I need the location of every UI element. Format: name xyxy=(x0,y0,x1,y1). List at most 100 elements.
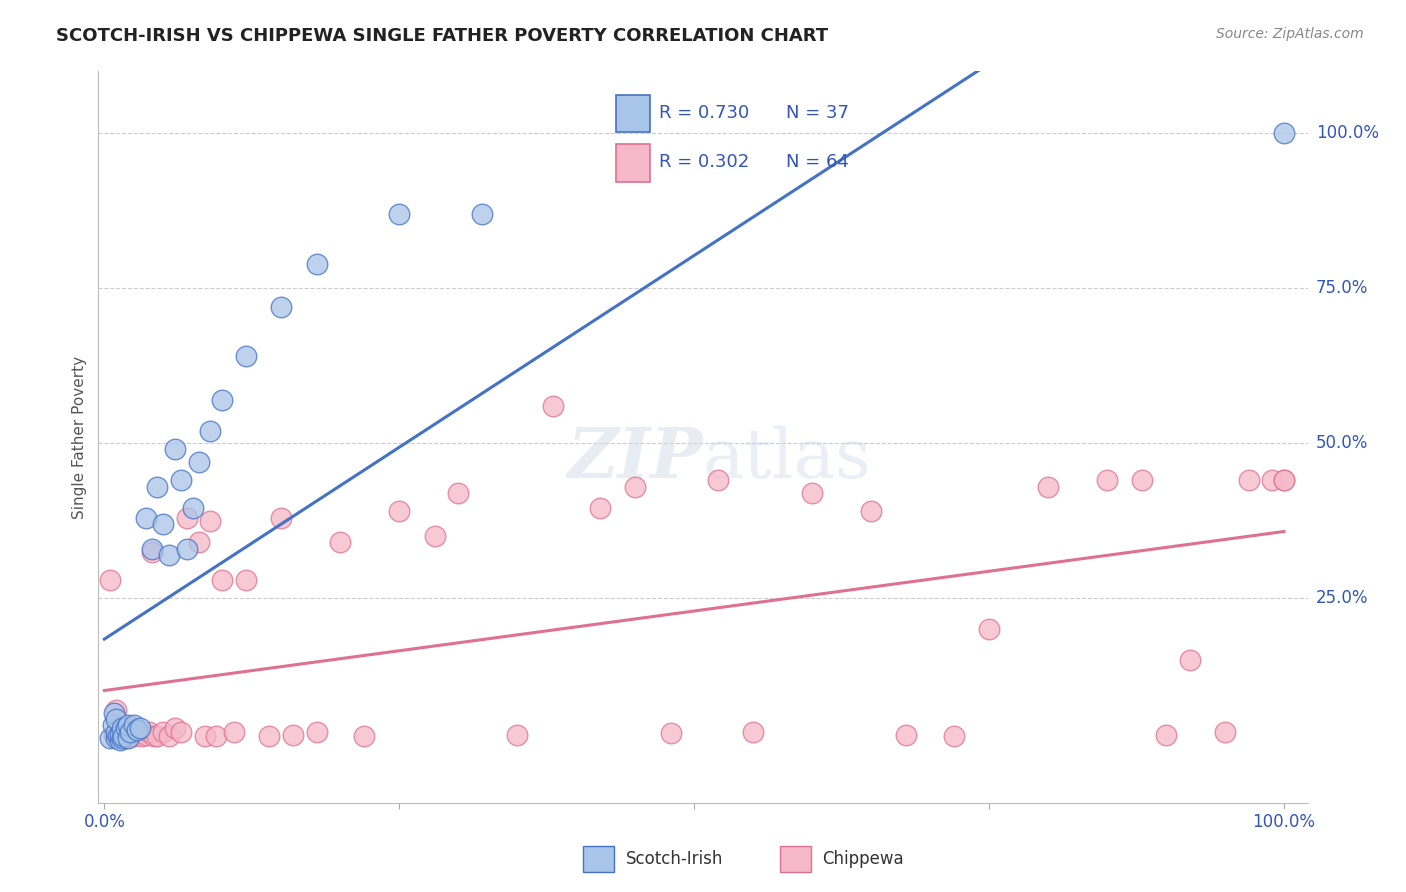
Point xyxy=(170,724,193,739)
Text: N = 37: N = 37 xyxy=(786,104,849,122)
Point xyxy=(120,724,142,739)
Point xyxy=(122,722,145,736)
Point xyxy=(122,718,145,732)
Point xyxy=(105,703,128,717)
Point xyxy=(103,706,125,720)
Text: Chippewa: Chippewa xyxy=(823,850,904,868)
Point xyxy=(1272,474,1295,488)
Point xyxy=(131,729,153,743)
Text: Scotch-Irish: Scotch-Irish xyxy=(626,850,723,868)
Point xyxy=(152,724,174,739)
Point xyxy=(105,731,128,745)
Point xyxy=(200,424,222,438)
Text: ZIP: ZIP xyxy=(568,425,703,492)
Point xyxy=(105,724,128,739)
Point xyxy=(194,729,217,743)
Point xyxy=(114,731,136,745)
Point xyxy=(281,728,304,742)
Point xyxy=(141,545,163,559)
Point xyxy=(1261,474,1284,488)
Point xyxy=(170,474,193,488)
Point xyxy=(896,728,918,742)
Point xyxy=(114,722,136,736)
Point xyxy=(117,728,139,742)
Point xyxy=(176,510,198,524)
Point xyxy=(270,510,292,524)
Point xyxy=(103,728,125,742)
Point xyxy=(111,722,134,736)
Point xyxy=(127,726,149,740)
Point xyxy=(423,529,446,543)
Point xyxy=(117,731,139,745)
Text: SCOTCH-IRISH VS CHIPPEWA SINGLE FATHER POVERTY CORRELATION CHART: SCOTCH-IRISH VS CHIPPEWA SINGLE FATHER P… xyxy=(56,27,828,45)
Text: N = 64: N = 64 xyxy=(786,153,849,171)
Point xyxy=(1036,480,1059,494)
Point xyxy=(152,516,174,531)
Point xyxy=(1178,653,1201,667)
Text: atlas: atlas xyxy=(703,425,872,492)
Point xyxy=(135,510,157,524)
Point xyxy=(98,573,121,587)
Point xyxy=(1272,474,1295,488)
Point xyxy=(107,729,129,743)
Text: 50.0%: 50.0% xyxy=(1316,434,1368,452)
Point xyxy=(205,729,228,743)
Point xyxy=(141,541,163,556)
Point xyxy=(589,501,612,516)
Point xyxy=(117,718,139,732)
Point xyxy=(624,480,647,494)
Point xyxy=(128,725,150,739)
Point xyxy=(860,504,883,518)
Point xyxy=(388,207,411,221)
Text: 75.0%: 75.0% xyxy=(1316,279,1368,297)
Text: R = 0.730: R = 0.730 xyxy=(659,104,749,122)
Point xyxy=(471,207,494,221)
Point xyxy=(108,728,131,742)
Point xyxy=(157,729,180,743)
Point xyxy=(98,731,121,745)
Point xyxy=(111,731,134,745)
Point xyxy=(165,722,187,736)
Point xyxy=(146,729,169,743)
Point xyxy=(108,732,131,747)
Point xyxy=(138,724,160,739)
Point xyxy=(329,535,352,549)
Point xyxy=(176,541,198,556)
Text: R = 0.302: R = 0.302 xyxy=(659,153,749,171)
Point xyxy=(211,573,233,587)
Point xyxy=(117,722,139,736)
Point xyxy=(105,712,128,726)
Point xyxy=(120,728,142,742)
Point xyxy=(305,256,328,270)
Point xyxy=(222,724,245,739)
Point xyxy=(187,535,209,549)
Point xyxy=(942,729,965,743)
Point xyxy=(1237,474,1260,488)
Point xyxy=(122,729,145,743)
Point xyxy=(165,442,187,457)
Point xyxy=(659,726,682,740)
Point xyxy=(1213,724,1236,739)
Point xyxy=(259,729,281,743)
Point xyxy=(270,300,292,314)
Point xyxy=(801,486,824,500)
Point xyxy=(111,731,134,745)
Point xyxy=(305,724,328,739)
Point xyxy=(211,392,233,407)
Point xyxy=(135,728,157,742)
Point xyxy=(181,501,204,516)
Point xyxy=(541,399,564,413)
Point xyxy=(353,729,375,743)
Y-axis label: Single Father Poverty: Single Father Poverty xyxy=(72,356,87,518)
Point xyxy=(200,514,222,528)
Point xyxy=(111,724,134,739)
Point xyxy=(157,548,180,562)
Point xyxy=(447,486,470,500)
FancyBboxPatch shape xyxy=(616,144,650,182)
Point xyxy=(742,724,765,739)
Text: Source: ZipAtlas.com: Source: ZipAtlas.com xyxy=(1216,27,1364,41)
Text: 100.0%: 100.0% xyxy=(1316,124,1379,143)
Point xyxy=(1154,728,1177,742)
Point xyxy=(1132,474,1154,488)
Point xyxy=(388,504,411,518)
